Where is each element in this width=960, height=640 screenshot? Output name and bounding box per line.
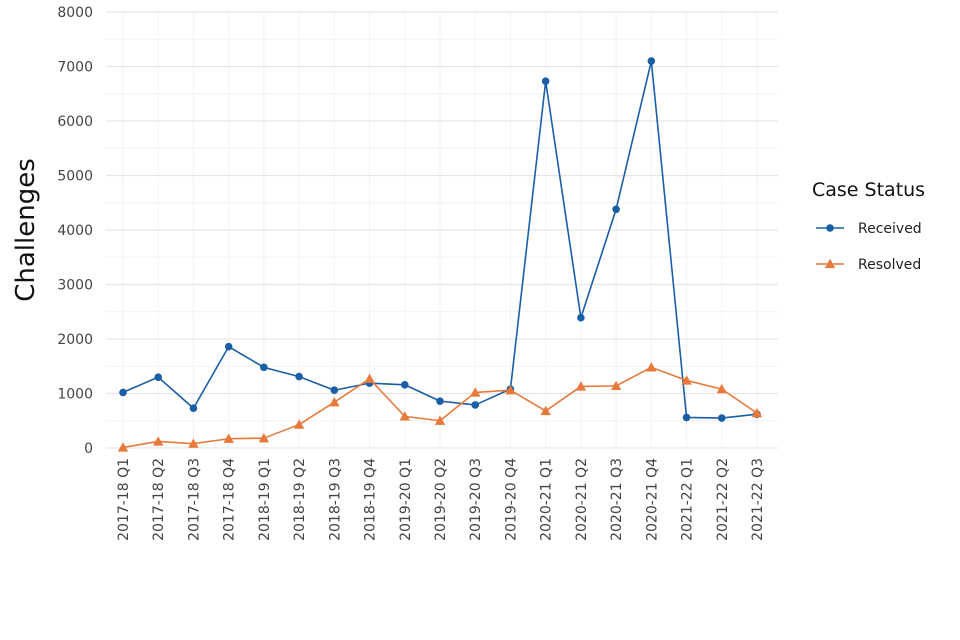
y-tick-label: 7000: [57, 60, 93, 76]
data-point-received: [330, 386, 339, 395]
data-point-received: [400, 380, 409, 389]
data-point-resolved: [329, 397, 340, 407]
legend-title: Case Status: [812, 179, 925, 201]
x-tick-label: 2017-18 Q1: [116, 458, 132, 541]
x-tick-label: 2018-19 Q3: [327, 458, 343, 541]
data-point-received: [647, 57, 656, 65]
x-tick-label: 2018-19 Q4: [363, 458, 379, 541]
y-axis-title: Challenges: [11, 158, 41, 302]
x-tick-label: 2020-21 Q3: [609, 458, 625, 541]
x-tick-label: 2017-18 Q4: [222, 458, 238, 541]
y-tick-label: 1000: [57, 387, 93, 403]
data-point-resolved: [258, 432, 270, 443]
y-tick-label: 4000: [57, 223, 93, 239]
x-tick-labels: 2017-18 Q1 2017-18 Q2 2017-18 Q3 2017-18 Q4…: [116, 458, 766, 541]
data-point-resolved: [223, 433, 234, 443]
data-point-resolved: [364, 373, 375, 383]
data-point-resolved: [610, 380, 622, 391]
data-point-resolved: [188, 438, 199, 448]
data-point-resolved: [434, 415, 446, 425]
x-tick-label: 2019-20 Q3: [468, 458, 484, 541]
x-tick-label: 2019-20 Q4: [503, 458, 519, 541]
legend-label-received: Received: [858, 221, 922, 237]
x-tick-label: 2019-20 Q1: [398, 458, 414, 541]
data-point-resolved: [646, 362, 657, 372]
data-point-received: [119, 388, 127, 397]
data-point-resolved: [293, 419, 305, 429]
data-point-received: [189, 404, 198, 413]
legend-marker-resolved: [824, 258, 836, 269]
x-tick-label: 2021-22 Q3: [750, 458, 766, 541]
x-tick-label: 2021-22 Q2: [715, 458, 731, 541]
data-point-resolved: [716, 383, 727, 394]
y-tick-label: 0: [84, 441, 93, 457]
data-point-resolved: [399, 411, 410, 421]
data-point-received: [295, 372, 303, 381]
grid: [106, 11, 778, 449]
data-point-received: [154, 373, 163, 381]
y-tick-label: 2000: [57, 332, 93, 348]
x-tick-label: 2018-19 Q2: [292, 458, 308, 541]
data-point-resolved: [751, 407, 763, 418]
data-point-received: [436, 397, 444, 405]
x-tick-label: 2020-21 Q1: [539, 458, 555, 541]
data-point-received: [260, 363, 268, 372]
data-point-resolved: [681, 375, 692, 385]
series-received: [119, 57, 761, 422]
data-point-resolved: [575, 381, 587, 391]
x-tick-label: 2021-22 Q1: [680, 458, 696, 541]
data-point-resolved: [505, 385, 516, 395]
y-tick-label: 8000: [57, 5, 93, 21]
data-point-received: [717, 414, 726, 422]
data-point-resolved: [153, 436, 164, 446]
series: [117, 57, 763, 452]
y-tick-label: 6000: [57, 114, 93, 130]
x-tick-label: 2020-21 Q4: [644, 458, 660, 541]
y-tick-label: 5000: [57, 169, 93, 185]
legend-item-resolved: Resolved: [816, 257, 921, 273]
series-resolved: [117, 362, 763, 452]
data-point-resolved: [117, 442, 129, 452]
x-tick-label: 2019-20 Q2: [433, 458, 449, 541]
x-tick-label: 2017-18 Q3: [186, 458, 202, 541]
legend-label-resolved: Resolved: [858, 257, 921, 273]
data-point-resolved: [470, 387, 481, 397]
legend: Case Status Received Resolved: [812, 179, 925, 273]
data-point-received: [682, 413, 691, 422]
y-tick-label: 3000: [57, 278, 93, 294]
x-tick-label: 2017-18 Q2: [151, 458, 167, 541]
data-point-received: [577, 313, 585, 322]
legend-item-received: Received: [816, 221, 922, 237]
data-point-resolved: [540, 405, 551, 416]
x-tick-label: 2020-21 Q2: [574, 458, 590, 541]
legend-marker-received: [826, 224, 834, 232]
y-tick-labels: 0 1000 2000 3000 4000 5000 6000 7000 8000: [57, 5, 93, 457]
x-tick-label: 2018-19 Q1: [257, 458, 273, 541]
data-point-received: [471, 401, 480, 409]
data-point-received: [541, 77, 550, 86]
data-point-received: [612, 205, 620, 214]
data-point-received: [224, 342, 233, 351]
